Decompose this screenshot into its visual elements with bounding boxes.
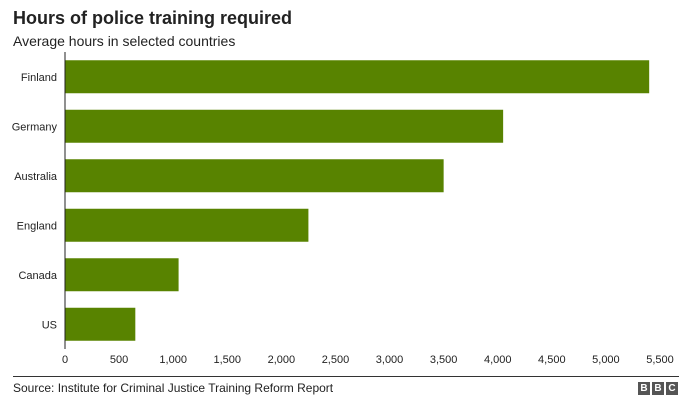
category-label: US	[42, 319, 57, 331]
bar-finland	[65, 60, 650, 94]
chart-subtitle: Average hours in selected countries	[13, 33, 236, 49]
bar-australia	[65, 159, 444, 193]
x-tick-label: 500	[110, 354, 128, 366]
x-tick-label: 3,000	[376, 354, 404, 366]
x-tick-label: 1,000	[159, 354, 187, 366]
category-label: Australia	[14, 171, 58, 183]
category-label: Finland	[21, 72, 57, 84]
bar-germany	[65, 109, 504, 143]
x-tick-label: 4,500	[538, 354, 566, 366]
x-tick-label: 3,500	[430, 354, 458, 366]
x-tick-label: 1,500	[214, 354, 242, 366]
x-tick-label: 4,000	[484, 354, 512, 366]
x-tick-label: 2,000	[268, 354, 296, 366]
category-label: Canada	[18, 270, 57, 282]
bar-england	[65, 208, 309, 242]
bbc-logo-letter: B	[652, 382, 664, 395]
x-tick-label: 0	[62, 354, 68, 366]
bbc-logo-letter: C	[666, 382, 678, 395]
x-tick-label: 5,500	[646, 354, 674, 366]
x-tick-label: 5,000	[592, 354, 620, 366]
bbc-logo: B B C	[638, 382, 678, 395]
chart-title: Hours of police training required	[13, 8, 293, 28]
x-tick-label: 2,500	[322, 354, 350, 366]
bar-chart: Finland Germany Australia England Canada US 0 5…	[12, 52, 674, 366]
bar-canada	[65, 258, 179, 292]
bbc-logo-letter: B	[638, 382, 650, 395]
bar-us	[65, 307, 136, 341]
category-label: Germany	[12, 121, 58, 133]
source-note: Source: Institute for Criminal Justice T…	[13, 381, 334, 395]
footer-divider	[13, 376, 679, 377]
category-label: England	[17, 220, 57, 232]
